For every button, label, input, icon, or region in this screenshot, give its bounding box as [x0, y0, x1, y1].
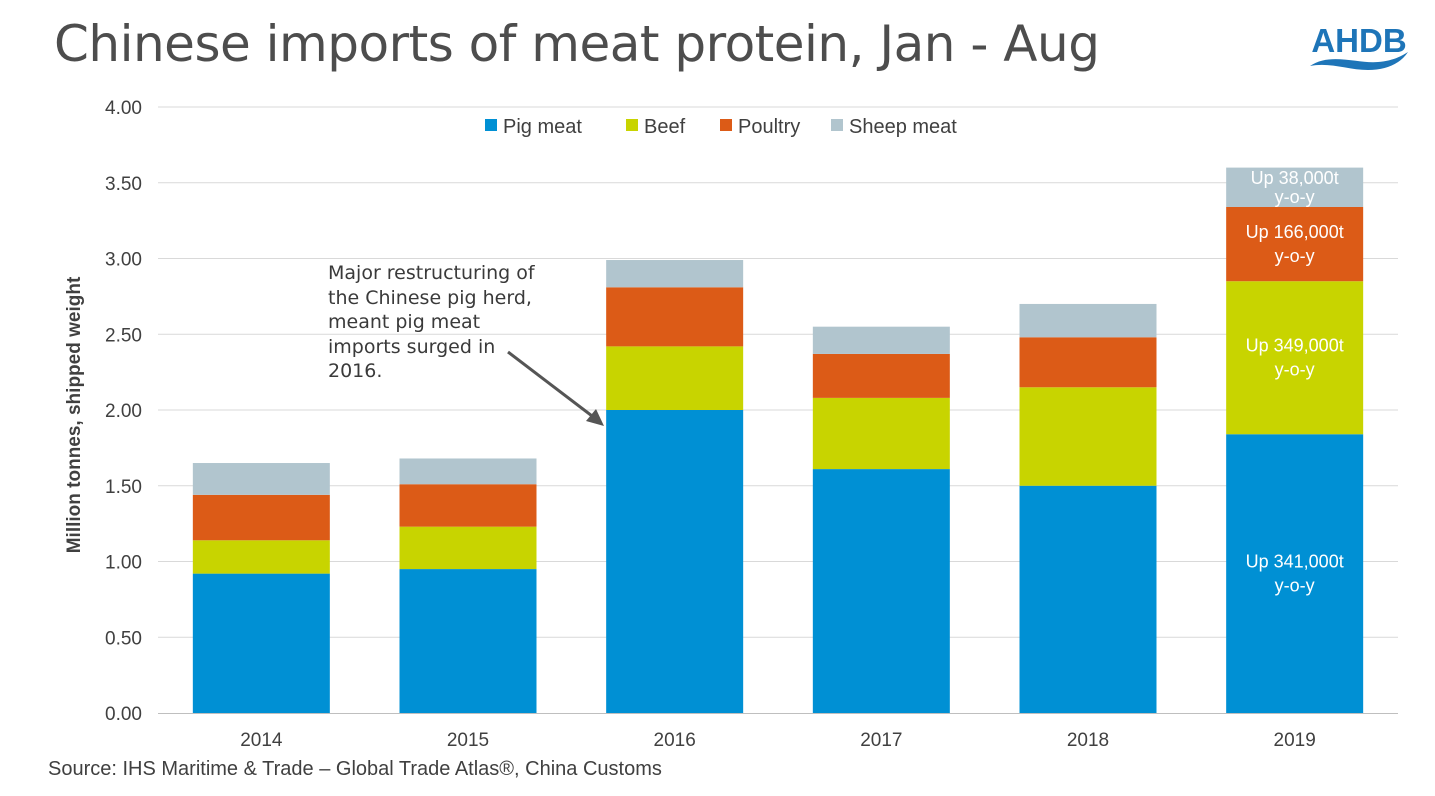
legend-label: Poultry: [738, 116, 800, 138]
y-axis-title: Million tonnes, shipped weight: [64, 276, 85, 553]
data-label: Up 341,000t: [1246, 552, 1344, 572]
data-label: y-o-y: [1275, 360, 1315, 380]
x-tick-label: 2018: [1067, 730, 1109, 751]
bar-beef-2018: [1019, 387, 1157, 486]
bar-pig-meat-2018: [1019, 485, 1157, 713]
bar-sheep-meat-2015: [399, 458, 537, 485]
y-tick-label: 2.50: [105, 325, 142, 346]
legend-label: Beef: [644, 116, 686, 138]
bar-pig-meat-2014: [192, 573, 330, 713]
x-tick-label: 2017: [860, 730, 902, 751]
y-tick-label: 3.00: [105, 250, 142, 271]
annotation-arrow-head-icon: [586, 409, 604, 426]
data-label: Up 349,000t: [1246, 336, 1344, 356]
bar-pig-meat-2019: [1226, 434, 1364, 713]
bar-sheep-meat-2016: [606, 260, 744, 288]
bar-beef-2015: [399, 526, 537, 570]
x-tick-label: 2016: [654, 730, 696, 751]
x-tick-label: 2014: [240, 730, 283, 751]
data-label: Up 38,000t: [1251, 168, 1339, 188]
y-tick-label: 0.00: [105, 704, 142, 725]
bar-beef-2017: [812, 397, 950, 470]
bar-poultry-2018: [1019, 337, 1157, 388]
x-tick-label: 2015: [447, 730, 489, 751]
annotation-text: Major restructuring of the Chinese pig h…: [328, 262, 535, 382]
legend-swatch: [720, 119, 732, 131]
y-tick-label: 3.50: [105, 174, 142, 195]
data-label: y-o-y: [1275, 187, 1315, 207]
data-label: Up 166,000t: [1246, 222, 1344, 242]
bar-sheep-meat-2018: [1019, 303, 1157, 338]
y-tick-label: 0.50: [105, 628, 142, 649]
bar-poultry-2017: [812, 353, 950, 398]
y-tick-label: 1.50: [105, 477, 142, 498]
legend-swatch: [626, 119, 638, 131]
bar-beef-2014: [192, 540, 330, 574]
ahdb-logo: AHDB: [1310, 22, 1408, 70]
legend-swatch: [831, 119, 843, 131]
source-note: Source: IHS Maritime & Trade – Global Tr…: [48, 758, 662, 780]
bar-sheep-meat-2019: [1226, 167, 1364, 207]
legend-label: Pig meat: [503, 116, 582, 138]
bar-pig-meat-2015: [399, 569, 537, 713]
bar-sheep-meat-2014: [192, 463, 330, 495]
y-tick-label: 4.00: [105, 98, 142, 119]
bar-pig-meat-2016: [606, 410, 744, 713]
annotation-arrow-line: [507, 350, 597, 421]
legend-swatch: [485, 119, 497, 131]
bar-poultry-2016: [606, 287, 744, 347]
page-title: Chinese imports of meat protein, Jan - A…: [54, 15, 1100, 73]
bar-sheep-meat-2017: [812, 326, 950, 354]
bar-poultry-2014: [192, 494, 330, 541]
bar-beef-2016: [606, 346, 744, 410]
bar-pig-meat-2017: [812, 469, 950, 713]
y-tick-label: 1.00: [105, 553, 142, 574]
bar-beef-2019: [1226, 281, 1364, 435]
data-label: y-o-y: [1275, 246, 1315, 266]
y-tick-label: 2.00: [105, 401, 142, 422]
data-label: y-o-y: [1275, 576, 1315, 596]
x-tick-label: 2019: [1274, 730, 1316, 751]
legend-label: Sheep meat: [849, 116, 957, 138]
ahdb-logo-text: AHDB: [1311, 22, 1406, 59]
bar-poultry-2019: [1226, 206, 1364, 282]
ahdb-logo-wave-icon: [1310, 52, 1408, 70]
bar-poultry-2015: [399, 484, 537, 527]
